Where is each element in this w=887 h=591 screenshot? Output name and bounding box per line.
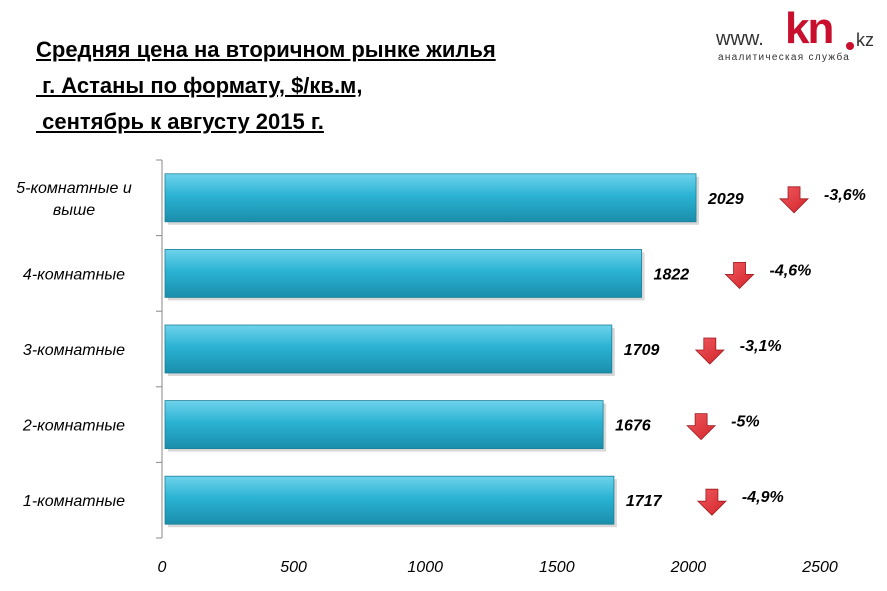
category-label: 3-комнатные bbox=[23, 342, 125, 359]
chart-title-line-2: г. Астаны по формату, $/кв.м, bbox=[36, 73, 363, 98]
down-arrow-icon bbox=[696, 488, 727, 516]
category-label: 4-комнатные bbox=[23, 266, 125, 283]
change-label: -5% bbox=[731, 414, 759, 431]
down-arrow-icon bbox=[686, 413, 717, 441]
change-label: -4,9% bbox=[742, 489, 784, 506]
logo-subtitle: аналитическая служба bbox=[718, 52, 851, 63]
bar-4[interactable] bbox=[164, 400, 604, 450]
bar-2[interactable] bbox=[164, 248, 642, 298]
bar-1[interactable] bbox=[164, 173, 697, 223]
logo-dot bbox=[846, 42, 854, 50]
down-arrow-shape bbox=[694, 337, 725, 365]
change-label: -4,6% bbox=[770, 262, 812, 279]
down-arrow-shape bbox=[724, 261, 755, 289]
down-arrow-shape bbox=[686, 413, 717, 441]
data-label: 2029 bbox=[707, 191, 744, 208]
x-tick-label: 1000 bbox=[407, 559, 443, 576]
logo-kz: kz bbox=[856, 30, 874, 50]
x-tick-label: 1500 bbox=[539, 559, 575, 576]
x-tick-label: 0 bbox=[158, 559, 167, 576]
data-label: 1717 bbox=[626, 493, 663, 510]
change-label: -3,6% bbox=[824, 187, 866, 204]
down-arrow-icon bbox=[724, 261, 755, 289]
category-label: 2-комнатные bbox=[22, 418, 125, 435]
down-arrow-shape bbox=[779, 186, 809, 214]
x-tick-label: 2000 bbox=[670, 559, 707, 576]
bar-5[interactable] bbox=[164, 475, 615, 525]
category-label: 1-комнатные bbox=[23, 493, 125, 510]
data-label: 1676 bbox=[615, 418, 651, 435]
chart-title-line-1: Средняя цена на вторичном рынке жилья bbox=[36, 37, 496, 62]
category-label: выше bbox=[53, 202, 95, 219]
category-label: 5-комнатные и bbox=[16, 180, 132, 197]
logo-www: www. bbox=[716, 28, 764, 50]
data-label: 1709 bbox=[624, 342, 660, 359]
kn-kz-logo[interactable]: www. kn kz аналитическая служба bbox=[716, 4, 884, 68]
down-arrow-icon bbox=[779, 186, 809, 214]
data-label: 1822 bbox=[654, 266, 690, 283]
change-label: -3,1% bbox=[740, 338, 782, 355]
x-tick-label: 2500 bbox=[801, 559, 838, 576]
down-arrow-icon bbox=[694, 337, 725, 365]
chart-title-line-3: сентябрь к августу 2015 г. bbox=[36, 109, 324, 134]
chart-title: Средняя цена на вторичном рынке жилья г.… bbox=[36, 32, 496, 140]
down-arrow-shape bbox=[696, 488, 727, 516]
x-tick-label: 500 bbox=[280, 559, 307, 576]
logo-kn: kn bbox=[785, 4, 834, 53]
bar-3[interactable] bbox=[164, 324, 613, 374]
